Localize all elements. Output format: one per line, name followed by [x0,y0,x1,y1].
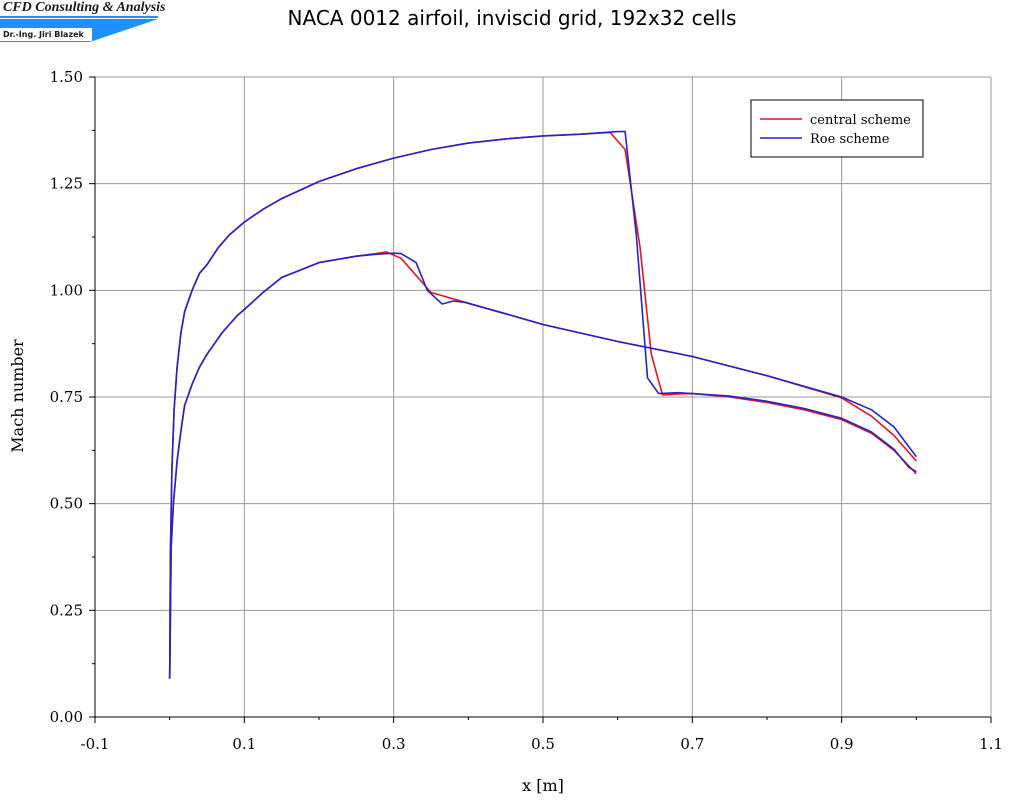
legend-box [750,99,924,158]
axes: -0.1 0.1 0.3 0.5 0.7 0.9 1.1 0.00 0.25 0.50 0.75 1.… [50,68,1003,753]
x-tick-label: 0.1 [232,735,256,753]
series-line-roe-scheme [658,391,917,473]
y-tick-label: 1.00 [50,281,83,299]
y-tick-label: 1.50 [50,68,83,86]
x-tick-label: -0.1 [81,735,110,753]
logo-graphic [0,16,158,42]
series-line-roe-scheme [168,130,660,679]
series-line-roe-scheme [168,252,917,679]
x-tick-label: 0.7 [680,735,704,753]
legend: central scheme Roe scheme [750,99,924,158]
grid [95,76,992,717]
x-tick-label: 1.1 [979,735,1003,753]
logo-author-name: Dr.-Ing. Jiri Blazek [3,30,84,39]
x-tick-label: 0.5 [531,735,555,753]
x-tick-label: 0.9 [830,735,854,753]
company-logo: CFD Consulting & Analysis Dr.-Ing. Jiri … [0,0,165,42]
y-tick-label: 1.25 [50,175,83,193]
logo-name-plate [0,28,92,41]
y-tick-label: 0.75 [50,388,83,406]
x-axis-label: x [m] [522,776,564,795]
legend-label-central-scheme: central scheme [810,113,911,128]
series-lines [168,130,917,679]
logo-company-name: CFD Consulting & Analysis [3,0,166,15]
legend-label-roe-scheme: Roe scheme [810,132,890,147]
series-line-central-scheme [168,131,664,679]
chart-title: NACA 0012 airfoil, inviscid grid, 192x32… [287,6,737,30]
x-tick-label: 0.3 [382,735,406,753]
y-tick-label: 0.50 [50,495,83,513]
y-tick-label: 0.25 [50,601,83,619]
y-axis-label: Mach number [8,339,27,453]
y-tick-label: 0.00 [50,708,83,726]
